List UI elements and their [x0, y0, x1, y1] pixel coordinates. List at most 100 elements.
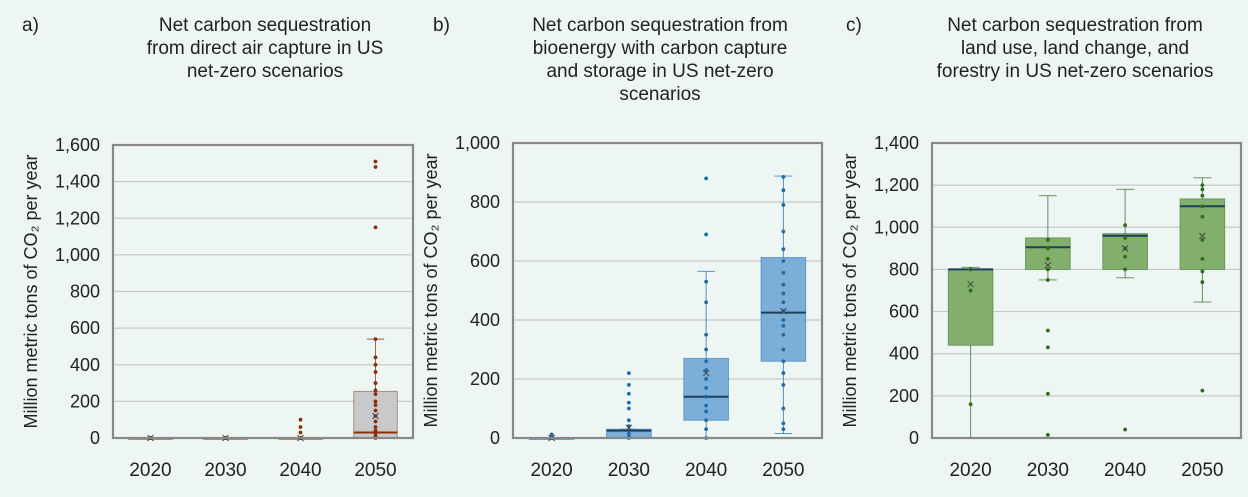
y-tick-label: 800 [889, 259, 919, 279]
data-point [704, 427, 709, 432]
y-tick-label: 400 [70, 355, 100, 375]
data-point [704, 418, 709, 423]
data-point [781, 188, 786, 193]
data-point [1200, 183, 1205, 188]
x-tick-label: 2030 [1027, 460, 1069, 481]
data-point [781, 203, 786, 207]
plot-frame [111, 143, 415, 440]
data-point [781, 318, 786, 322]
y-tick-label: 1,600 [55, 135, 100, 155]
data-point [1200, 238, 1205, 242]
data-point [373, 355, 378, 360]
y-tick-label: 800 [70, 282, 100, 302]
x-tick-label: 2020 [530, 460, 572, 481]
mean-marker [1044, 261, 1052, 269]
data-point [1045, 238, 1050, 242]
box-2020 [947, 266, 994, 438]
y-tick-label: 400 [889, 344, 919, 364]
data-point [626, 391, 631, 396]
data-point [1123, 254, 1128, 259]
box-2020 [528, 432, 575, 442]
y-axis-label: Million metric tons of CO₂ per year [21, 154, 41, 428]
x-tick-label: 2050 [762, 460, 804, 481]
panel-a-title: Net carbon sequestration from direct air… [146, 15, 384, 82]
data-point [373, 431, 378, 436]
data-point [298, 417, 303, 422]
data-point [1200, 193, 1205, 198]
data-point [373, 392, 378, 396]
box-2050 [760, 175, 807, 435]
y-tick-label: 1,400 [55, 172, 100, 192]
data-point [781, 175, 786, 179]
data-point [1045, 328, 1050, 333]
mean-stroke [372, 412, 379, 420]
data-point [373, 399, 378, 404]
y-tick-label: 400 [470, 310, 500, 330]
mean-stroke [1199, 232, 1206, 240]
x-tick-label: 2020 [129, 460, 171, 481]
y-tick-label: 200 [470, 369, 500, 389]
mean-stroke [702, 369, 710, 377]
data-point [1045, 345, 1050, 350]
panel-b-plot: 0 200 400 600 800 1,000 2020 2030 2040 2050 Millio… [421, 133, 824, 481]
data-point [1123, 235, 1128, 240]
panel-b-label: b) [433, 15, 450, 36]
y-axis-label: Million metric tons of CO₂ per year [840, 153, 860, 427]
data-point [781, 359, 786, 364]
y-tick-label: 800 [470, 192, 500, 212]
data-point [298, 430, 303, 435]
data-point [704, 332, 709, 337]
y-tick-label: 1,000 [874, 217, 919, 237]
y-tick-label: 600 [70, 318, 100, 338]
data-point [1200, 269, 1205, 274]
data-point [373, 165, 378, 169]
data-point [781, 406, 786, 411]
panel-b-title: Net carbon sequestration from bioenergy … [532, 15, 788, 105]
data-point [373, 425, 378, 429]
y-tick-label: 1,000 [55, 245, 100, 265]
box-2050 [353, 159, 398, 440]
data-point [704, 368, 709, 373]
data-point [1200, 280, 1205, 284]
data-point [781, 371, 786, 375]
data-point [968, 267, 973, 272]
box-iqr [947, 269, 994, 346]
y-tick-label: 1,200 [55, 208, 100, 228]
data-point [298, 425, 303, 429]
panel-c-label: c) [846, 15, 862, 36]
mean-stroke [1121, 245, 1129, 252]
y-tick-label: 0 [490, 428, 500, 448]
y-tick-label: 1,000 [455, 133, 500, 153]
data-point [704, 385, 709, 390]
data-point [1200, 256, 1205, 261]
data-point [373, 419, 378, 424]
data-point [704, 300, 709, 305]
data-point [704, 359, 709, 364]
x-tick-label: 2030 [204, 460, 246, 481]
mean-marker [780, 307, 787, 315]
data-point [373, 362, 378, 367]
data-point [781, 282, 786, 287]
data-point [626, 418, 631, 423]
data-point [626, 431, 631, 436]
mean-marker [1199, 232, 1206, 240]
box-2030 [606, 371, 652, 440]
y-tick-label: 0 [909, 428, 919, 448]
mean-marker [372, 412, 379, 420]
data-point [781, 247, 786, 252]
data-point [781, 324, 786, 328]
panel-c-title: Net carbon sequestration from land use, … [936, 15, 1214, 82]
x-tick-label: 2020 [949, 460, 991, 481]
mean-marker [625, 424, 633, 432]
x-tick-label: 2030 [608, 460, 650, 481]
x-tick-label: 2040 [279, 460, 321, 481]
data-point [1045, 432, 1050, 437]
data-point [704, 377, 709, 381]
mean-marker [1121, 245, 1129, 252]
x-tick-label: 2050 [354, 460, 396, 481]
x-tick-label: 2040 [1104, 460, 1146, 481]
x-tick-label: 2040 [685, 460, 727, 481]
data-point [1200, 204, 1205, 209]
